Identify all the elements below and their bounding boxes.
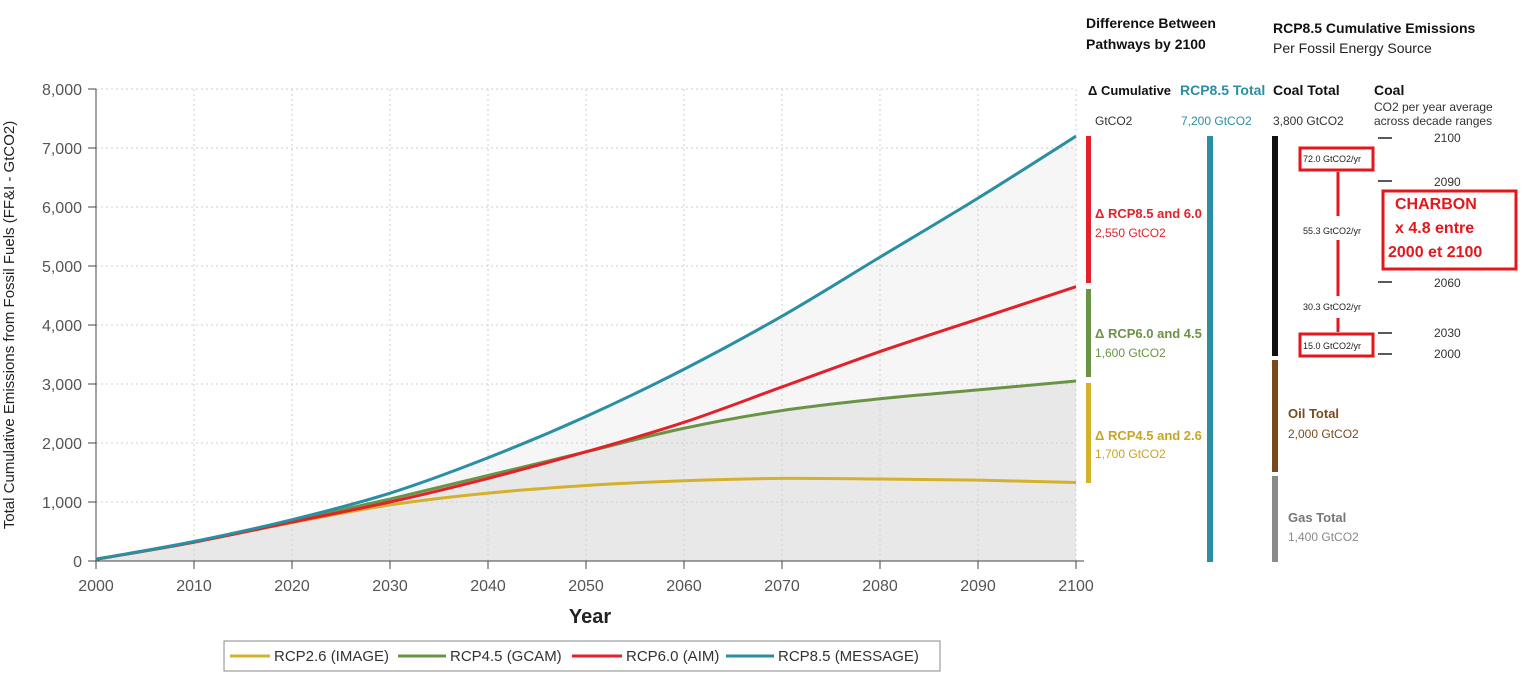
delta-header: Δ Cumulative (1088, 83, 1171, 98)
delta-45-26-value: 1,700 GtCO2 (1095, 447, 1166, 461)
y-tick-label: 3,000 (42, 377, 82, 394)
x-tick-labels: 2000 2010 2020 2030 2040 2050 2060 2070 2080 2090… (78, 578, 1094, 595)
series-line-rcp85 (95, 134, 1077, 561)
x-tick-label: 2100 (1058, 578, 1094, 595)
legend-label-rcp60: RCP6.0 (AIM) (626, 648, 719, 665)
y-tick-label: 1,000 (42, 495, 82, 512)
coal-label: Coal (1374, 82, 1404, 98)
delta-bar-60-45 (1086, 289, 1091, 377)
oil-total-value: 2,000 GtCO2 (1288, 427, 1359, 441)
coal-rate-2030-2060: 30.3 GtCO2/yr (1303, 302, 1361, 312)
oil-total-label: Oil Total (1288, 406, 1339, 421)
gas-bar (1272, 476, 1278, 562)
coal-total-value: 3,800 GtCO2 (1273, 114, 1344, 128)
x-tick-label: 2020 (274, 578, 310, 595)
delta-unit: GtCO2 (1095, 114, 1133, 128)
coal-bar (1272, 136, 1278, 356)
axes (88, 88, 1084, 569)
y-tick-label: 6,000 (42, 200, 82, 217)
delta-60-45-value: 1,600 GtCO2 (1095, 346, 1166, 360)
delta-bar-45-26 (1086, 383, 1091, 483)
diff-title-line2: Pathways by 2100 (1086, 36, 1206, 52)
legend: RCP2.6 (IMAGE) RCP4.5 (GCAM) RCP6.0 (AIM… (223, 640, 941, 672)
coal-year-ticks (1378, 137, 1392, 355)
delta-45-26-label: Δ RCP4.5 and 2.6 (1095, 428, 1202, 443)
annotation-box (1381, 189, 1518, 271)
gas-total-value: 1,400 GtCO2 (1288, 530, 1359, 544)
series-lines (95, 134, 1077, 561)
y-tick-labels: 0 1,000 2,000 3,000 4,000 5,000 6,000 7,000 8,00… (42, 82, 82, 571)
rcp85-total-bar (1207, 136, 1213, 562)
x-tick-label: 2060 (666, 578, 702, 595)
y-tick-label: 5,000 (42, 259, 82, 276)
y-tick-label: 7,000 (42, 141, 82, 158)
x-tick-label: 2090 (960, 578, 996, 595)
x-axis-label: Year (569, 606, 611, 628)
x-tick-label: 2040 (470, 578, 506, 595)
delta-bar-85-60 (1086, 136, 1091, 283)
source-title: RCP8.5 Cumulative Emissions (1273, 20, 1476, 36)
source-subtitle: Per Fossil Energy Source (1273, 40, 1432, 56)
y-tick-label: 4,000 (42, 318, 82, 335)
y-tick-label: 2,000 (42, 436, 82, 453)
gas-total-label: Gas Total (1288, 510, 1346, 525)
legend-label-rcp45: RCP4.5 (GCAM) (450, 648, 562, 665)
rcp85-total-label: RCP8.5 Total (1180, 82, 1265, 98)
legend-label-rcp85: RCP8.5 (MESSAGE) (778, 648, 919, 665)
y-tick-label: 8,000 (42, 82, 82, 99)
x-tick-label: 2050 (568, 578, 604, 595)
annotation-line2: x 4.8 entre (1395, 220, 1474, 237)
rcp85-total-value: 7,200 GtCO2 (1181, 114, 1252, 128)
diff-title-line1: Difference Between (1086, 15, 1216, 31)
coal-rate-2060-2090: 55.3 GtCO2/yr (1303, 226, 1361, 236)
coal-year-2090: 2090 (1434, 175, 1461, 189)
coal-rate-2000-2030: 15.0 GtCO2/yr (1303, 341, 1361, 351)
area-fill-lower (96, 381, 1076, 561)
highlight-box-72 (1298, 146, 1375, 172)
x-tick-label: 2010 (176, 578, 212, 595)
grid-lines (96, 88, 1077, 561)
coal-total-label: Coal Total (1273, 82, 1340, 98)
delta-85-60-label: Δ RCP8.5 and 6.0 (1095, 206, 1202, 221)
coal-desc-line1: CO2 per year average (1374, 100, 1493, 114)
y-tick-label: 0 (73, 554, 82, 571)
annotation-line3: 2000 et 2100 (1388, 244, 1482, 261)
coal-year-2000: 2000 (1434, 347, 1461, 361)
delta-85-60-value: 2,550 GtCO2 (1095, 226, 1166, 240)
annotation-line1: CHARBON (1395, 196, 1477, 213)
oil-bar (1272, 360, 1278, 472)
coal-rate-2090-2100: 72.0 GtCO2/yr (1303, 154, 1361, 164)
coal-year-2060: 2060 (1434, 276, 1461, 290)
delta-60-45-label: Δ RCP6.0 and 4.5 (1095, 326, 1202, 341)
x-tick-label: 2030 (372, 578, 408, 595)
x-tick-label: 2070 (764, 578, 800, 595)
highlight-box-15 (1298, 332, 1375, 358)
x-tick-label: 2080 (862, 578, 898, 595)
coal-year-2100: 2100 (1434, 131, 1461, 145)
y-axis-label: Total Cumulative Emissions from Fossil F… (1, 121, 18, 529)
legend-label-rcp26: RCP2.6 (IMAGE) (274, 648, 389, 665)
coal-year-2030: 2030 (1434, 326, 1461, 340)
coal-desc-line2: across decade ranges (1374, 114, 1492, 128)
x-tick-label: 2000 (78, 578, 114, 595)
series-line-rcp60 (95, 285, 1077, 561)
